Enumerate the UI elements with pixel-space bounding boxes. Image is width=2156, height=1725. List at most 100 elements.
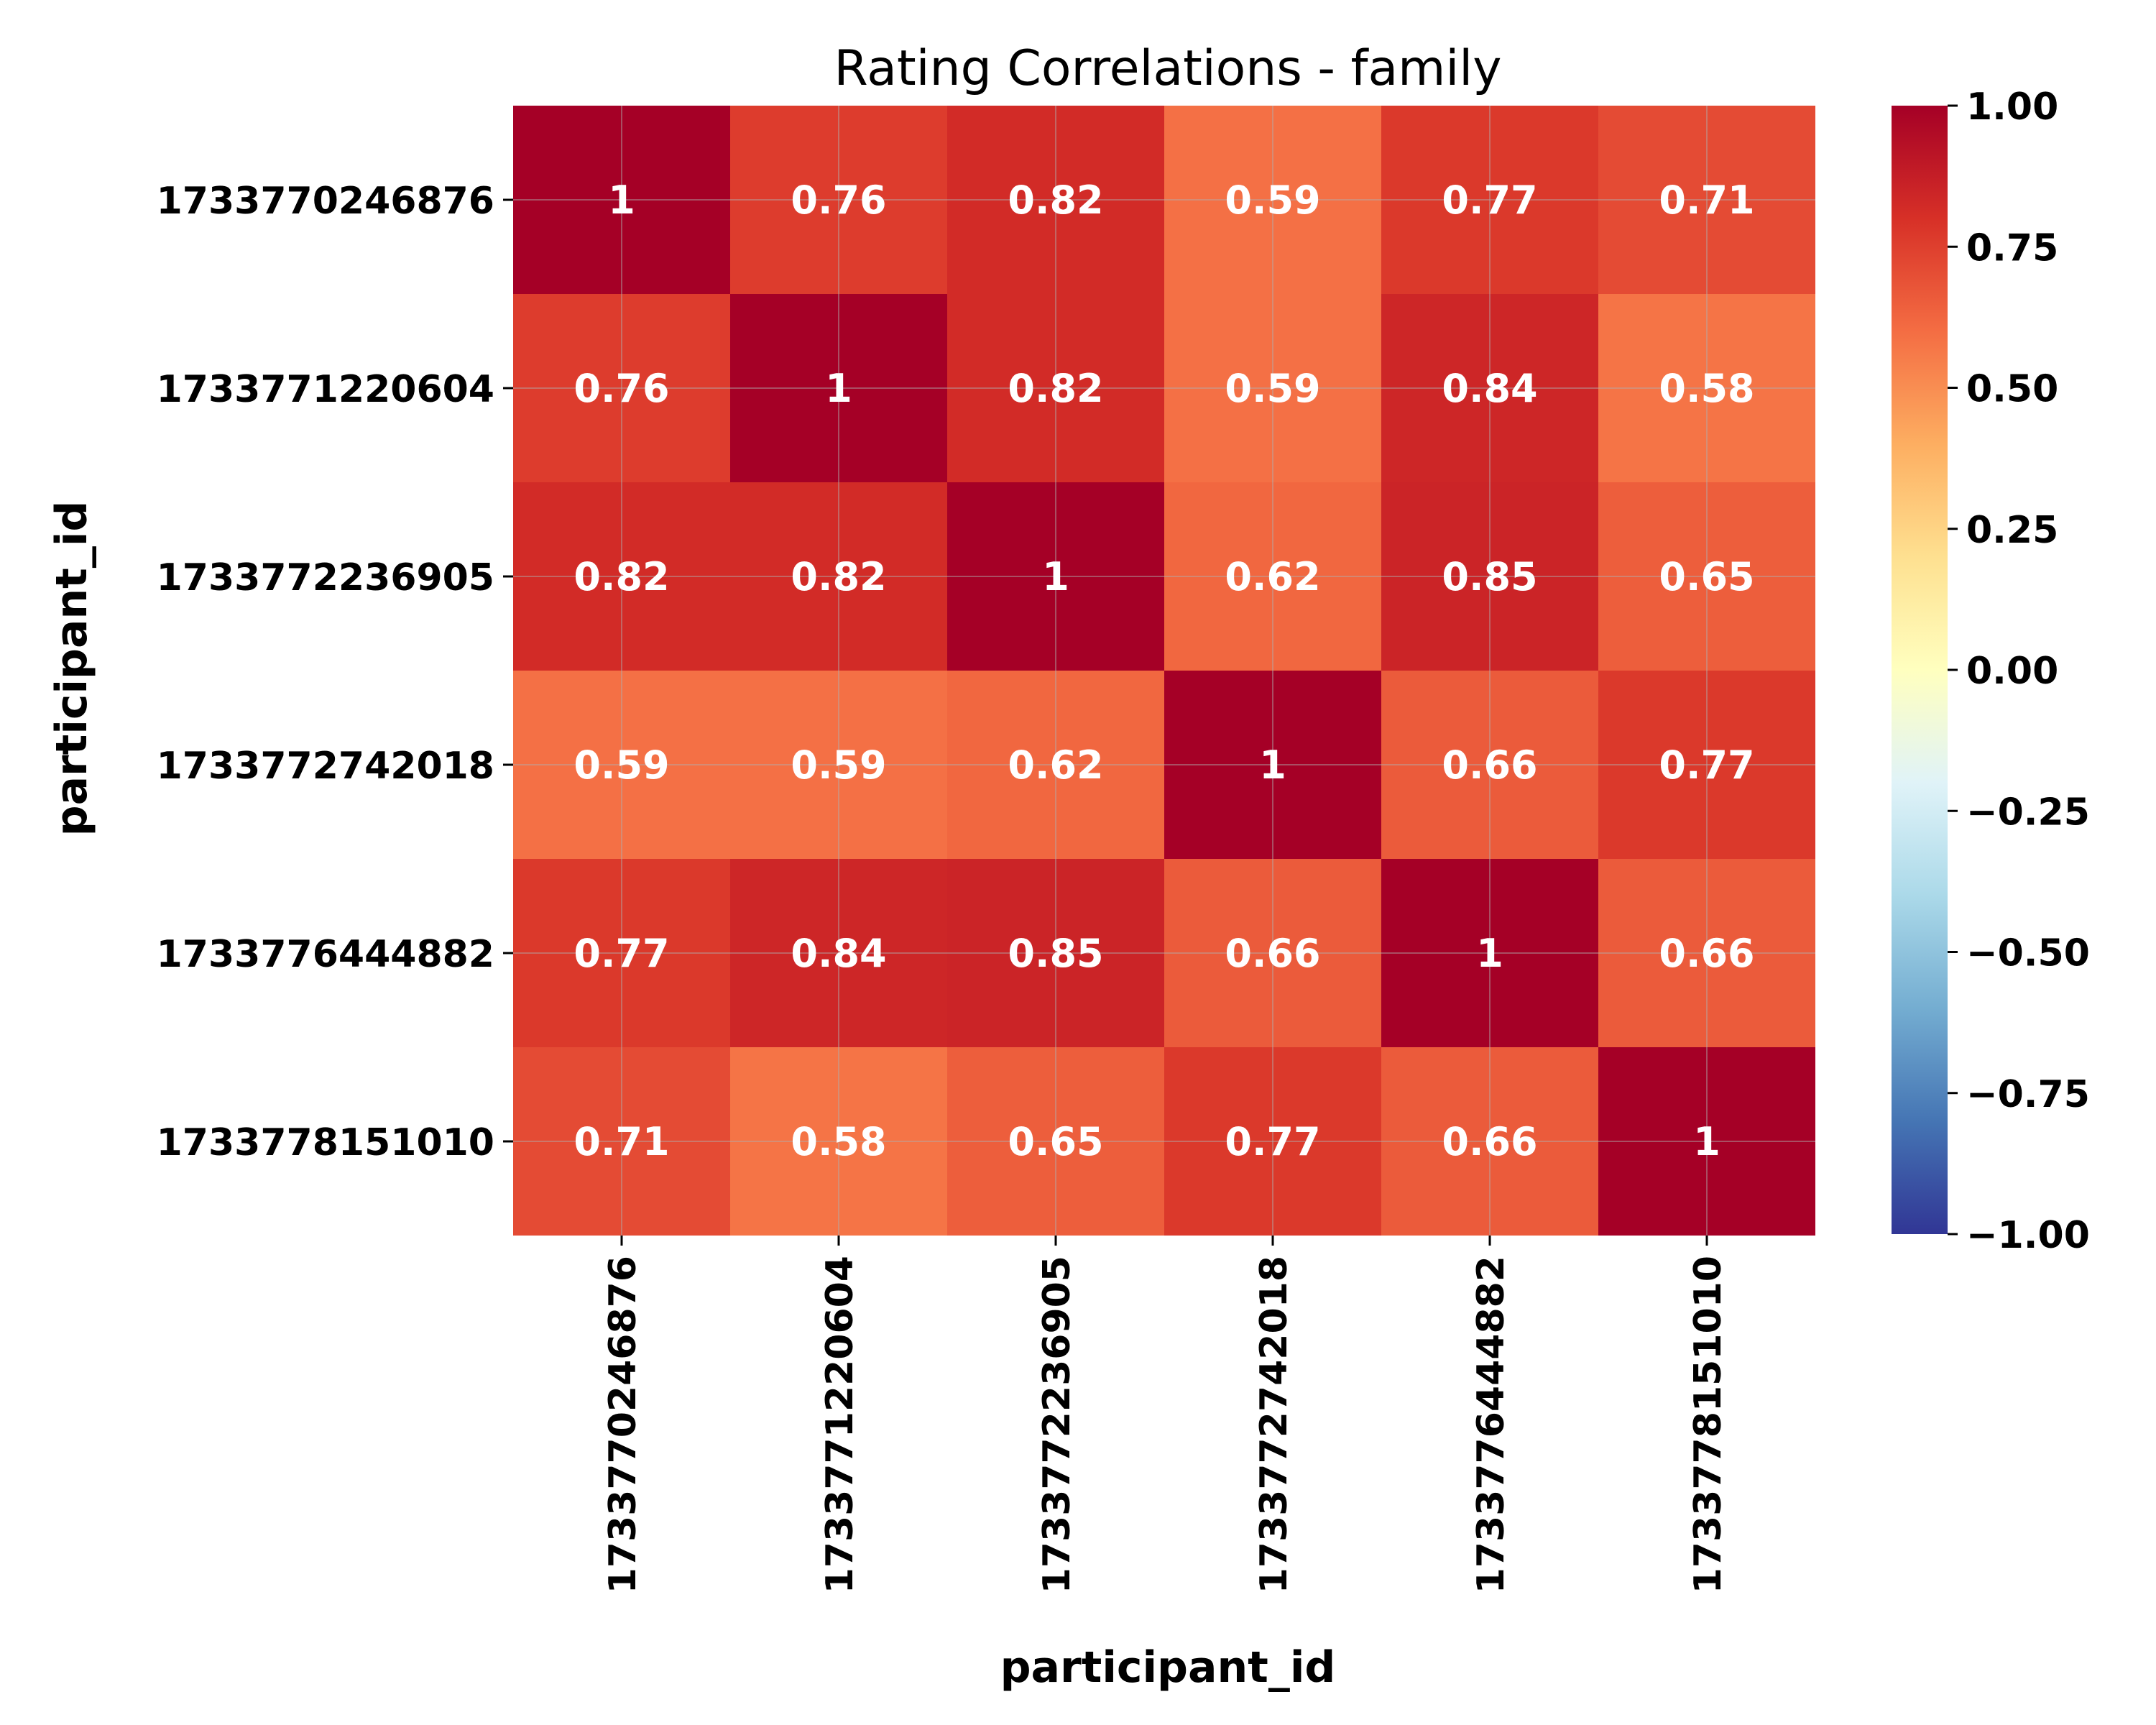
cell-value-label: 0.62 [1225,554,1320,599]
cell-value-label: 0.76 [573,366,669,411]
colorbar-tick-label: 0.00 [1966,650,2058,693]
heatmap-cell [1164,294,1381,482]
colorbar-tick-label: 1.00 [1966,86,2058,129]
cell-value-label: 1 [1693,1119,1720,1164]
heatmap-cell [1598,859,1815,1047]
heatmap-cell [947,294,1164,482]
y-tick-label: 1733770246876 [157,180,494,223]
heatmap-cell [1381,671,1598,859]
heatmap-cell [1164,1047,1381,1236]
cell-value-label: 1 [825,366,852,411]
colorbar [1892,106,1948,1234]
heatmap-cell [730,1047,947,1236]
cell-value-label: 0.77 [1442,178,1537,223]
cell-value-label: 0.77 [573,931,669,976]
cell-value-label: 0.76 [791,178,886,223]
heatmap-cell [730,671,947,859]
heatmap-cell [513,671,730,859]
y-tick-label: 1733776444882 [157,933,494,976]
heatmap-cell [513,106,730,294]
cell-value-label: 0.58 [791,1119,886,1164]
heatmap-cell [1381,482,1598,671]
colorbar-tick-label: −1.00 [1966,1214,2090,1257]
heatmap-cell [513,1047,730,1236]
heatmap-cell [1381,859,1598,1047]
cell-value-label: 0.66 [1659,931,1754,976]
cell-value-label: 1 [1042,554,1069,599]
heatmap-cell [1598,1047,1815,1236]
heatmap-cell [1598,106,1815,294]
cell-value-label: 0.62 [1008,742,1103,788]
heatmap-cell [730,482,947,671]
x-tick-label: 1733772742018 [1253,1256,1296,1593]
heatmap-cell [513,859,730,1047]
cell-value-label: 0.84 [791,931,886,976]
cell-value-labels: 1 0.76 0.82 0.59 0.77 0.71 0.76 1 0.82 0.59 0.84 0.… [573,178,1754,1164]
heatmap-cell [947,859,1164,1047]
cell-value-label: 0.82 [791,554,886,599]
y-axis-label: participant_id [47,501,97,837]
cell-value-label: 0.77 [1225,1119,1320,1164]
heatmap-cells [513,106,1815,1236]
heatmap-cell [1164,106,1381,294]
cell-value-label: 0.85 [1008,931,1103,976]
heatmap-cell [1598,482,1815,671]
cell-value-label: 1 [608,178,635,223]
x-tick-label: 1733770246876 [602,1256,645,1593]
cell-value-label: 0.71 [1659,178,1754,223]
heatmap-cell [1598,671,1815,859]
chart-title: Rating Correlations - family [834,40,1502,97]
cell-value-label: 0.65 [1659,554,1754,599]
heatmap-cell [947,106,1164,294]
y-tick-label: 1733772742018 [157,745,494,788]
cell-value-label: 0.77 [1659,742,1754,788]
cell-value-label: 0.59 [1225,178,1320,223]
cell-value-label: 0.59 [573,742,669,788]
colorbar-tick-label: −0.25 [1966,791,2090,834]
heatmap-cell [1164,671,1381,859]
heatmap-cell [513,482,730,671]
x-axis-label: participant_id [1000,1642,1336,1693]
heatmap-cell [1164,482,1381,671]
x-tick-label: 1733776444882 [1470,1256,1513,1593]
colorbar-tick-label: 0.25 [1966,509,2058,552]
x-tick-label: 1733771220604 [819,1256,862,1593]
y-tick-label: 1733778151010 [157,1121,494,1164]
heatmap-cell [1598,294,1815,482]
colorbar-tick-label: −0.50 [1966,932,2090,975]
heatmap-cell [1164,859,1381,1047]
heatmap-cell [730,294,947,482]
x-axis-ticks: 1733770246876 1733771220604 1733772236905 1… [602,1236,1730,1593]
colorbar-tick-label: 0.50 [1966,368,2058,411]
cell-value-label: 0.85 [1442,554,1537,599]
cell-value-label: 0.65 [1008,1119,1103,1164]
cell-value-label: 0.84 [1442,366,1537,411]
colorbar-tick-label: 0.75 [1966,226,2058,270]
heatmap-cell [1381,294,1598,482]
cell-value-label: 0.66 [1442,1119,1537,1164]
cell-value-label: 0.82 [1008,178,1103,223]
cell-value-label: 0.66 [1442,742,1537,788]
cell-value-label: 0.82 [1008,366,1103,411]
heatmap-cell [947,1047,1164,1236]
cell-value-label: 0.82 [573,554,669,599]
cell-value-label: 0.59 [1225,366,1320,411]
cell-value-label: 0.59 [791,742,886,788]
heatmap-cell [1381,106,1598,294]
cell-value-label: 0.58 [1659,366,1754,411]
y-tick-label: 1733771220604 [157,368,494,411]
y-tick-label: 1733772236905 [157,556,494,599]
heatmap-cell [1381,1047,1598,1236]
heatmap-cell [947,482,1164,671]
cell-value-label: 1 [1476,931,1503,976]
y-axis-ticks: 1733770246876 1733771220604 1733772236905 1… [157,180,513,1164]
heatmap-cell [947,671,1164,859]
x-tick-label: 1733778151010 [1687,1256,1730,1593]
heatmap-cell [513,294,730,482]
heatmap-cell [730,859,947,1047]
cell-value-label: 1 [1259,742,1286,788]
x-tick-label: 1733772236905 [1036,1256,1079,1593]
heatmap-cell [730,106,947,294]
colorbar-ticks: 1.00 0.75 0.50 0.25 0.00 −0.25 −0.50 −0.75 −1.00 [1948,86,2090,1257]
